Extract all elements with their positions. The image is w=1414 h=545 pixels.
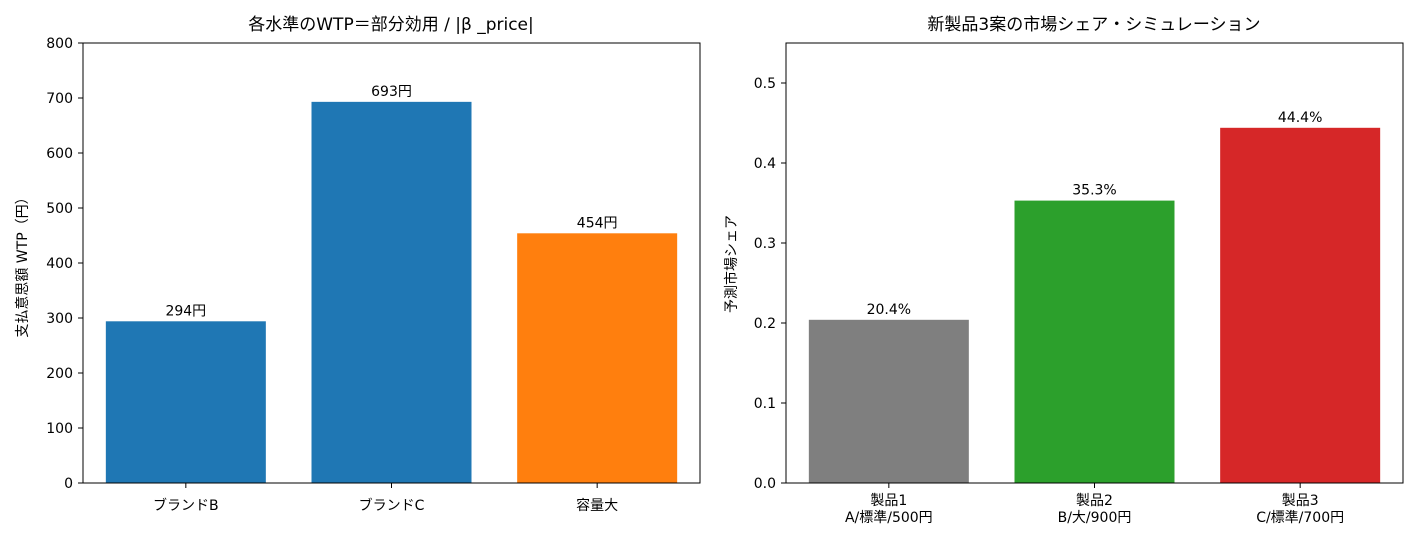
chart-title: 新製品3案の市場シェア・シミュレーション	[927, 15, 1260, 35]
bar-value-label: 294円	[165, 303, 206, 319]
x-tick-label: 製品2	[1076, 493, 1113, 509]
bar-value-label: 20.4%	[867, 302, 911, 318]
x-tick-label: A/標準/500円	[845, 510, 933, 526]
y-tick-label: 0	[64, 476, 73, 492]
y-tick-label: 400	[46, 256, 73, 272]
y-tick-label: 500	[46, 201, 73, 217]
y-tick-group: 0.0 0.1 0.2 0.3 0.4 0.5	[754, 76, 786, 492]
wtp-chart: 各水準のWTP＝部分効用 / |β _price| 支払意思額 WTP（円） 2…	[14, 15, 701, 514]
bar	[1220, 127, 1381, 484]
y-tick-label: 0.5	[754, 76, 776, 92]
value-label-group: 294円 693円 454円	[165, 84, 617, 319]
y-tick-label: 0.1	[754, 396, 776, 412]
y-tick-label: 300	[46, 311, 73, 327]
y-tick-label: 800	[46, 36, 73, 52]
y-tick-label: 600	[46, 146, 73, 162]
bar-group	[105, 101, 678, 483]
plot-frame	[785, 42, 1404, 484]
y-tick-label: 200	[46, 366, 73, 382]
bar	[311, 101, 472, 483]
bar-value-label: 44.4%	[1278, 110, 1322, 126]
bar-value-label: 35.3%	[1072, 183, 1116, 199]
y-tick-label: 0.4	[754, 156, 776, 172]
bar-value-label: 454円	[577, 215, 618, 231]
y-tick-label: 0.0	[754, 476, 776, 492]
bar	[105, 321, 266, 483]
x-tick-group: ブランドB ブランドC 容量大	[153, 483, 618, 514]
bar	[1014, 200, 1175, 483]
bar-group	[808, 127, 1381, 484]
value-label-group: 20.4% 35.3% 44.4%	[867, 110, 1323, 318]
chart-title: 各水準のWTP＝部分効用 / |β _price|	[248, 15, 534, 35]
plot-frame	[82, 42, 701, 484]
y-tick-label: 700	[46, 91, 73, 107]
y-tick-label: 100	[46, 421, 73, 437]
x-tick-label: ブランドB	[153, 497, 219, 514]
bar	[517, 233, 678, 483]
bar	[808, 319, 969, 483]
market-share-chart: 新製品3案の市場シェア・シミュレーション 予測市場シェア 20.4% 35.3% 4…	[723, 15, 1404, 526]
x-tick-label: 製品1	[870, 493, 907, 509]
x-tick-label: C/標準/700円	[1256, 510, 1344, 526]
y-axis-label: 支払意思額 WTP（円）	[14, 190, 31, 337]
bar-value-label: 693円	[371, 84, 412, 100]
x-tick-label: B/大/900円	[1058, 510, 1132, 526]
y-axis-label: 予測市場シェア	[723, 215, 740, 313]
y-tick-label: 0.3	[754, 236, 776, 252]
x-tick-label: 製品3	[1282, 493, 1319, 509]
x-tick-label: 容量大	[576, 497, 618, 514]
y-tick-group: 0 100 200 300 400 500 600 700 800	[46, 36, 83, 492]
x-tick-label: ブランドC	[359, 497, 425, 514]
y-tick-label: 0.2	[754, 316, 776, 332]
